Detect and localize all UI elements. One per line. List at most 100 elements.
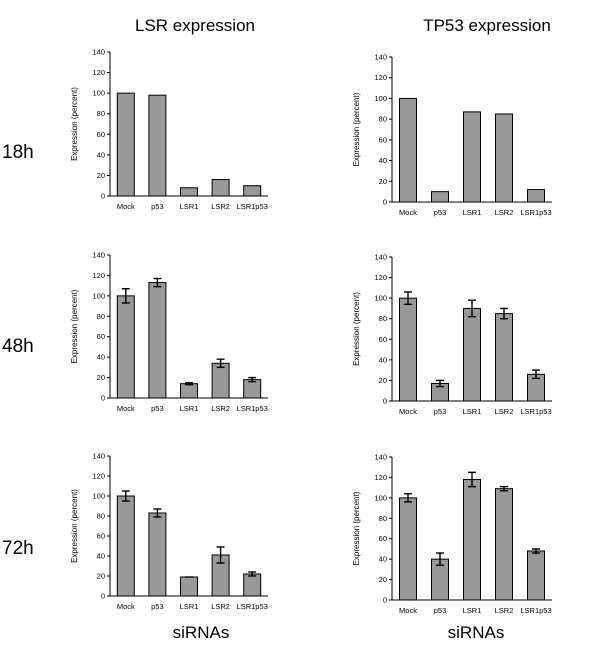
y-tick-label: 40 bbox=[379, 555, 387, 564]
y-tick-label: 60 bbox=[97, 130, 105, 139]
bar-lsr2 bbox=[495, 488, 513, 601]
chart-tp53-18h: Expression (percent) 0 20 40 60 80 100 120 140 Mo… bbox=[352, 53, 552, 217]
x-tick-label: LSR1 bbox=[180, 404, 199, 413]
y-tick-label: 80 bbox=[379, 514, 387, 523]
bar-lsr2 bbox=[495, 113, 513, 203]
y-tick-label: 100 bbox=[374, 294, 387, 303]
x-tick-label: LSR2 bbox=[495, 606, 514, 615]
y-tick-label: 120 bbox=[92, 271, 105, 280]
bar-lsr1 bbox=[463, 307, 481, 402]
column-title-tp53: TP53 expression bbox=[423, 16, 551, 35]
x-tick-label: LSR2 bbox=[211, 602, 230, 611]
bar-lsr2 bbox=[495, 313, 513, 402]
y-tick-label: 100 bbox=[92, 291, 105, 300]
x-tick-label: LSR1 bbox=[463, 606, 482, 615]
bar-mock bbox=[399, 97, 417, 203]
x-tick-label: LSR1p53 bbox=[237, 602, 268, 611]
y-axis-label: Expression (percent) bbox=[352, 92, 361, 166]
y-tick-label: 140 bbox=[374, 453, 387, 462]
x-tick-label: LSR2 bbox=[495, 208, 514, 217]
bar-p53 bbox=[148, 282, 167, 399]
y-tick-label: 20 bbox=[97, 572, 105, 581]
x-tick-label: LSR1 bbox=[463, 407, 482, 416]
y-tick-label: 60 bbox=[379, 534, 387, 543]
y-tick-label: 140 bbox=[374, 253, 387, 262]
y-tick-label: 20 bbox=[379, 177, 387, 186]
bar-mock bbox=[116, 295, 135, 399]
y-tick-label: 100 bbox=[92, 492, 105, 501]
x-tick-label: Mock bbox=[399, 208, 417, 217]
y-tick-label: 140 bbox=[92, 48, 105, 57]
y-axis-label: Expression (percent) bbox=[70, 87, 79, 161]
y-tick-label: 80 bbox=[97, 109, 105, 118]
x-tick-label: Mock bbox=[117, 404, 135, 413]
bar-lsr1p53 bbox=[243, 573, 262, 597]
x-axis-title-right: siRNAs bbox=[447, 623, 505, 642]
x-tick-label: LSR1p53 bbox=[520, 407, 551, 416]
y-axis-label: Expression (percent) bbox=[352, 292, 361, 366]
y-tick-label: 0 bbox=[101, 592, 105, 601]
bar-p53 bbox=[431, 191, 449, 203]
y-tick-label: 120 bbox=[92, 472, 105, 481]
y-tick-label: 0 bbox=[383, 596, 387, 605]
bar-lsr1 bbox=[180, 187, 198, 197]
chart-lsr-48h: Expression (percent) 0 20 40 60 80 100 120 140 Mo… bbox=[70, 251, 268, 413]
x-tick-label: Mock bbox=[399, 606, 417, 615]
chart-lsr-18h: Expression (percent) 0 20 40 60 80 100 120 140 Mo… bbox=[70, 48, 268, 211]
y-tick-label: 60 bbox=[97, 332, 105, 341]
bar-p53 bbox=[148, 512, 167, 597]
y-tick-label: 140 bbox=[374, 53, 387, 62]
x-tick-label: LSR1 bbox=[180, 202, 199, 211]
x-tick-label: LSR1p53 bbox=[237, 404, 268, 413]
y-tick-label: 100 bbox=[374, 493, 387, 502]
bar-mock bbox=[116, 495, 135, 597]
y-tick-label: 100 bbox=[374, 94, 387, 103]
y-tick-label: 140 bbox=[92, 452, 105, 461]
x-tick-label: p53 bbox=[434, 407, 447, 416]
row-label-48h: 48h bbox=[2, 336, 34, 357]
y-tick-label: 20 bbox=[379, 376, 387, 385]
bar-lsr1p53 bbox=[527, 189, 545, 203]
y-tick-label: 20 bbox=[379, 575, 387, 584]
bar-mock bbox=[399, 297, 417, 402]
y-tick-label: 80 bbox=[379, 314, 387, 323]
row-label-72h: 72h bbox=[2, 538, 34, 559]
x-tick-label: LSR1 bbox=[180, 602, 199, 611]
y-tick-label: 120 bbox=[374, 273, 387, 282]
bar-mock bbox=[116, 92, 135, 197]
chart-tp53-48h: Expression (percent) 0 20 40 60 80 100 120 140 Mo… bbox=[352, 253, 552, 416]
y-tick-label: 40 bbox=[379, 156, 387, 165]
chart-tp53-72h: Expression (percent) 0 20 40 60 80 100 120 140 Mo… bbox=[352, 453, 552, 615]
x-tick-label: p53 bbox=[434, 606, 447, 615]
bar-lsr1 bbox=[463, 111, 481, 203]
bar-lsr1 bbox=[180, 576, 198, 597]
x-tick-label: LSR1 bbox=[463, 208, 482, 217]
y-tick-label: 0 bbox=[383, 198, 387, 207]
y-tick-label: 120 bbox=[92, 68, 105, 77]
y-tick-label: 120 bbox=[374, 73, 387, 82]
chart-lsr-72h: Expression (percent) 0 20 40 60 80 100 120 140 Mo… bbox=[70, 452, 268, 611]
x-tick-label: LSR1p53 bbox=[520, 208, 551, 217]
y-tick-label: 60 bbox=[379, 135, 387, 144]
x-axis-title-left: siRNAs bbox=[172, 623, 230, 642]
y-tick-label: 0 bbox=[101, 394, 105, 403]
x-tick-label: p53 bbox=[151, 202, 164, 211]
bar-p53 bbox=[148, 94, 167, 197]
y-tick-label: 40 bbox=[97, 353, 105, 362]
bar-lsr1p53 bbox=[243, 379, 262, 399]
y-tick-label: 80 bbox=[379, 115, 387, 124]
x-tick-label: Mock bbox=[117, 202, 135, 211]
bar-lsr1p53 bbox=[243, 185, 262, 197]
bar-mock bbox=[399, 497, 417, 601]
y-axis-label: Expression (percent) bbox=[70, 489, 79, 563]
y-tick-label: 0 bbox=[101, 192, 105, 201]
column-title-lsr: LSR expression bbox=[134, 16, 255, 35]
x-tick-label: LSR1p53 bbox=[237, 202, 268, 211]
row-label-18h: 18h bbox=[2, 142, 34, 163]
x-tick-label: p53 bbox=[151, 404, 164, 413]
x-tick-label: LSR2 bbox=[211, 404, 230, 413]
bar-lsr2 bbox=[211, 362, 230, 399]
y-axis-label: Expression (percent) bbox=[70, 289, 79, 363]
bar-lsr1p53 bbox=[527, 550, 545, 601]
y-tick-label: 100 bbox=[92, 89, 105, 98]
